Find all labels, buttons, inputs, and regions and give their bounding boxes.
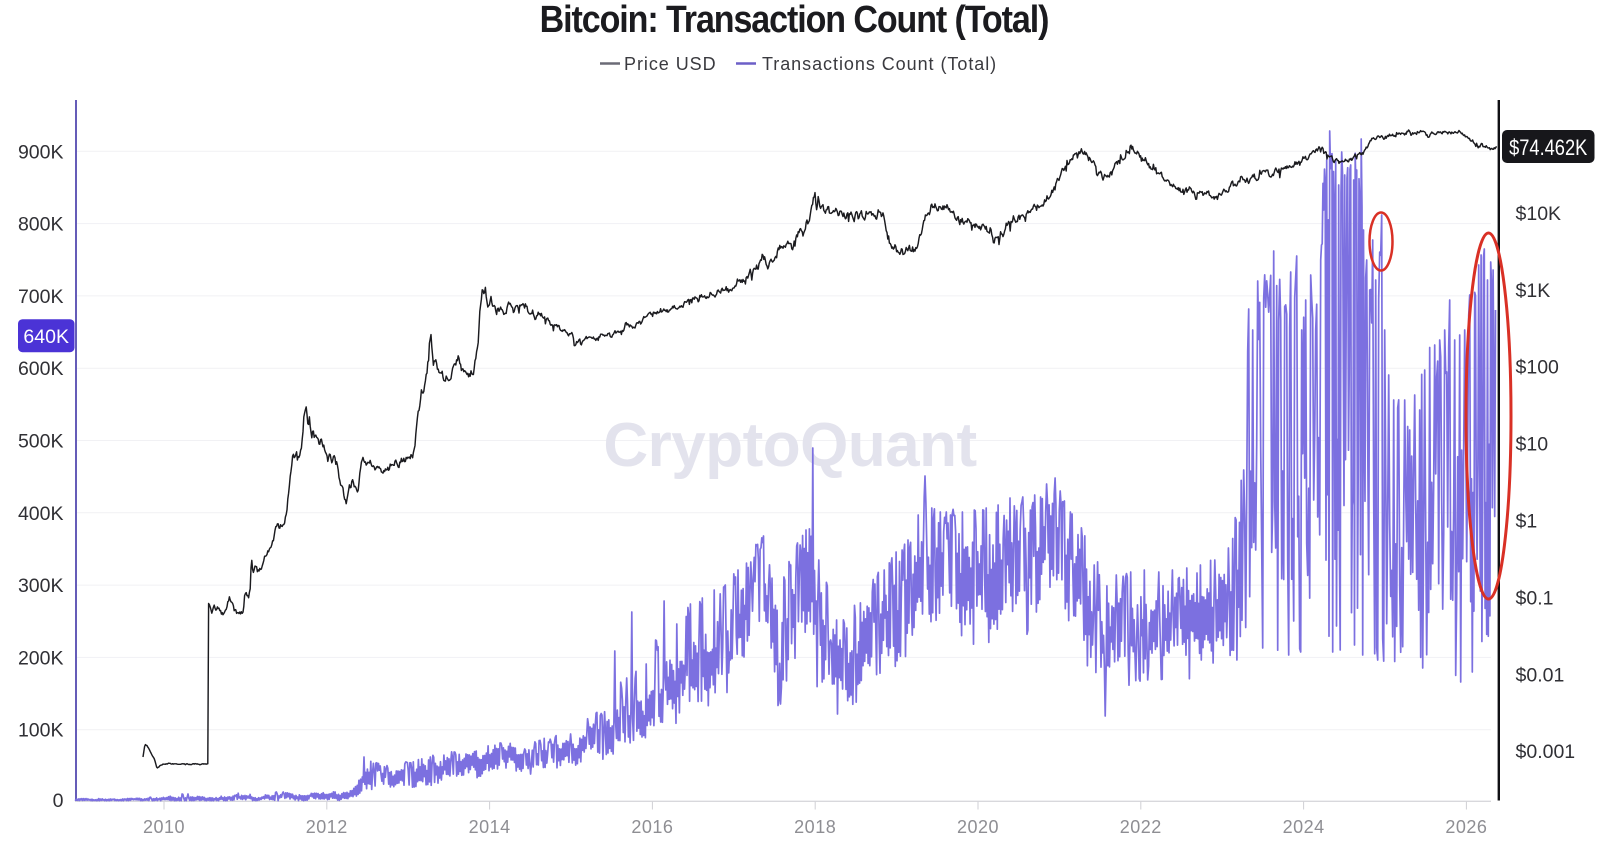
svg-text:2014: 2014 [469, 817, 511, 837]
svg-text:640K: 640K [23, 326, 69, 348]
svg-text:2024: 2024 [1283, 817, 1325, 837]
svg-text:$100: $100 [1516, 357, 1560, 379]
svg-text:600K: 600K [18, 358, 64, 380]
svg-text:400K: 400K [18, 503, 64, 525]
svg-text:Bitcoin: Transaction Count (To: Bitcoin: Transaction Count (Total) [540, 0, 1049, 40]
svg-text:200K: 200K [18, 647, 64, 669]
svg-text:2010: 2010 [143, 817, 185, 837]
svg-text:300K: 300K [18, 575, 64, 597]
svg-text:2022: 2022 [1120, 817, 1162, 837]
svg-text:$74.462K: $74.462K [1509, 136, 1588, 160]
svg-text:CryptoQuant: CryptoQuant [603, 411, 976, 480]
svg-text:2026: 2026 [1445, 817, 1487, 837]
svg-text:$0.1: $0.1 [1516, 587, 1554, 609]
svg-text:2016: 2016 [631, 817, 673, 837]
svg-text:2012: 2012 [306, 817, 348, 837]
svg-text:2020: 2020 [957, 817, 999, 837]
svg-text:900K: 900K [18, 141, 64, 163]
svg-text:$10K: $10K [1516, 203, 1562, 225]
svg-text:$1: $1 [1516, 511, 1538, 533]
svg-text:$1K: $1K [1516, 280, 1551, 302]
svg-text:700K: 700K [18, 286, 64, 308]
svg-text:0: 0 [53, 790, 64, 812]
svg-text:Price USD: Price USD [624, 54, 717, 74]
svg-text:500K: 500K [18, 431, 64, 453]
svg-text:2018: 2018 [794, 817, 836, 837]
svg-text:$0.01: $0.01 [1516, 664, 1565, 686]
svg-text:$10: $10 [1516, 434, 1549, 456]
svg-text:800K: 800K [18, 214, 64, 236]
svg-text:$0.001: $0.001 [1516, 741, 1576, 763]
svg-text:100K: 100K [18, 720, 64, 742]
svg-text:Transactions Count (Total): Transactions Count (Total) [762, 54, 997, 74]
